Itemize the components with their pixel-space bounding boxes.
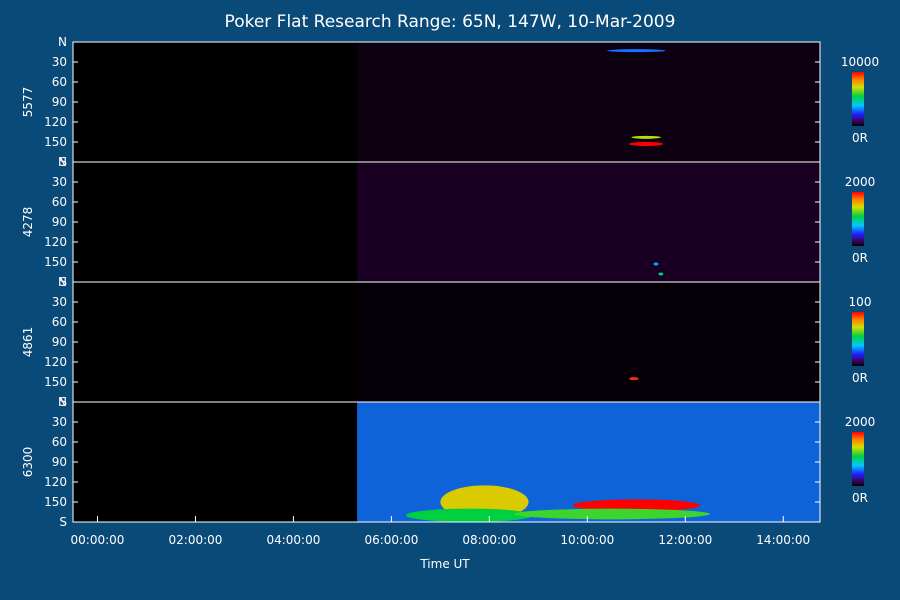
x-tick-label: 08:00:00 bbox=[462, 533, 516, 547]
x-axis-label: Time UT bbox=[419, 557, 470, 571]
y-tick-label: 90 bbox=[52, 335, 67, 349]
colorbar-max-label: 2000 bbox=[845, 175, 876, 189]
x-tick-label: 04:00:00 bbox=[266, 533, 320, 547]
x-tick-label: 12:00:00 bbox=[658, 533, 712, 547]
panel-5577: N 30 60 90 120 150 S 5577 10000 0R bbox=[21, 35, 879, 169]
chart-title: Poker Flat Research Range: 65N, 147W, 10… bbox=[225, 12, 676, 32]
emission-feature bbox=[653, 262, 659, 266]
panel-ylabel: 4278 bbox=[21, 207, 35, 238]
emission-feature bbox=[628, 142, 664, 146]
panel-background-emission bbox=[357, 282, 820, 402]
emission-feature bbox=[658, 272, 664, 276]
emission-feature bbox=[513, 508, 710, 520]
y-tick-label: 120 bbox=[44, 355, 67, 369]
emission-feature bbox=[631, 135, 661, 139]
colorbar-min-label: 0R bbox=[852, 371, 868, 385]
y-tick-label: 90 bbox=[52, 455, 67, 469]
y-tick-label: S bbox=[59, 515, 67, 529]
y-tick-label: N bbox=[58, 155, 67, 169]
emission-feature bbox=[628, 377, 639, 381]
y-tick-label: 120 bbox=[44, 235, 67, 249]
colorbar-max-label: 10000 bbox=[841, 55, 879, 69]
panel-4861: N 30 60 90 120 150 S 4861 100 0R bbox=[21, 275, 871, 409]
y-tick-label: N bbox=[58, 35, 67, 49]
y-tick-label: 30 bbox=[52, 415, 67, 429]
panel-ylabel: 4861 bbox=[21, 327, 35, 358]
y-tick-label: 90 bbox=[52, 95, 67, 109]
y-tick-label: 30 bbox=[52, 175, 67, 189]
colorbar-min-label: 0R bbox=[852, 491, 868, 505]
panels-layer: N 30 60 90 120 150 S 5577 10000 0R N 30 60 90 120 150 S 4… bbox=[21, 35, 879, 529]
emission-feature bbox=[572, 499, 700, 512]
y-tick-label: S bbox=[59, 155, 67, 169]
y-tick-label: 30 bbox=[52, 55, 67, 69]
panel-background-emission bbox=[357, 162, 820, 282]
y-tick-label: 150 bbox=[44, 495, 67, 509]
colorbar bbox=[852, 192, 864, 246]
colorbar bbox=[852, 312, 864, 366]
panel-ylabel: 6300 bbox=[21, 447, 35, 478]
colorbar-min-label: 0R bbox=[852, 251, 868, 265]
panel-border bbox=[72, 401, 821, 523]
panel-6300: N 30 60 90 120 150 S 6300 2000 0R bbox=[21, 395, 875, 529]
y-tick-label: 60 bbox=[52, 75, 67, 89]
colorbar bbox=[852, 432, 864, 486]
y-tick-label: 150 bbox=[44, 255, 67, 269]
y-tick-label: 150 bbox=[44, 135, 67, 149]
y-tick-label: N bbox=[58, 395, 67, 409]
y-tick-label: S bbox=[59, 395, 67, 409]
colorbar-max-label: 2000 bbox=[845, 415, 876, 429]
colorbar-min-label: 0R bbox=[852, 131, 868, 145]
x-tick-label: 06:00:00 bbox=[364, 533, 418, 547]
colorbar-max-label: 100 bbox=[849, 295, 872, 309]
y-tick-label: S bbox=[59, 275, 67, 289]
y-tick-label: 120 bbox=[44, 115, 67, 129]
panel-4278: N 30 60 90 120 150 S 4278 2000 0R bbox=[21, 155, 875, 289]
panel-ylabel: 5577 bbox=[21, 87, 35, 118]
y-tick-label: 150 bbox=[44, 375, 67, 389]
x-axis: 00:00:00 02:00:00 04:00:00 06:00:00 08:00:00… bbox=[71, 516, 810, 547]
y-tick-label: 60 bbox=[52, 195, 67, 209]
x-tick-label: 14:00:00 bbox=[756, 533, 810, 547]
y-tick-label: 120 bbox=[44, 475, 67, 489]
x-tick-label: 02:00:00 bbox=[169, 533, 223, 547]
colorbar bbox=[852, 72, 864, 126]
y-tick-label: 60 bbox=[52, 315, 67, 329]
emission-feature bbox=[606, 49, 666, 53]
panel-background-emission bbox=[357, 42, 820, 162]
emission-feature bbox=[406, 508, 534, 522]
y-tick-label: N bbox=[58, 275, 67, 289]
y-tick-label: 30 bbox=[52, 295, 67, 309]
y-tick-label: 90 bbox=[52, 215, 67, 229]
x-tick-label: 00:00:00 bbox=[71, 533, 125, 547]
y-tick-label: 60 bbox=[52, 435, 67, 449]
x-tick-label: 10:00:00 bbox=[560, 533, 614, 547]
